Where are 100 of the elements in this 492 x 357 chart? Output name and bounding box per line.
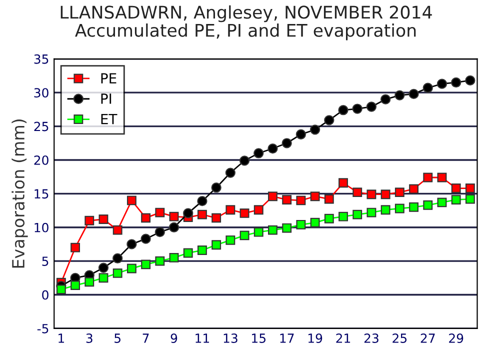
point <box>112 225 122 235</box>
point <box>183 248 193 258</box>
point <box>141 260 151 270</box>
point <box>437 172 447 182</box>
point <box>211 182 222 193</box>
y-tick-label: 20 <box>34 155 48 165</box>
y-tick-label: -5 <box>37 324 48 334</box>
point <box>394 188 404 198</box>
point <box>282 195 292 204</box>
point <box>394 90 405 100</box>
point <box>126 196 136 206</box>
x-tick-label: 17 <box>280 334 294 343</box>
point <box>282 138 292 148</box>
point <box>408 88 419 100</box>
point <box>112 268 122 278</box>
point <box>141 213 151 223</box>
point <box>422 82 433 93</box>
x-tick-label: 25 <box>392 334 407 343</box>
point <box>84 216 94 226</box>
point <box>254 205 264 215</box>
point <box>226 235 236 245</box>
point <box>352 210 362 220</box>
y-tick-label: 5 <box>42 256 48 266</box>
x-tick-label: 11 <box>196 334 210 343</box>
point <box>268 225 278 235</box>
point <box>465 194 475 204</box>
point <box>155 256 165 266</box>
x-tick-label: 29 <box>449 334 464 343</box>
point <box>168 222 180 232</box>
point <box>465 184 475 194</box>
y-tick-label: 10 <box>34 222 48 232</box>
point <box>380 94 391 104</box>
point <box>225 168 236 178</box>
point <box>183 208 194 218</box>
point <box>338 105 348 116</box>
x-tick-label: 5 <box>114 334 120 343</box>
point <box>98 273 108 283</box>
point <box>70 242 80 252</box>
point <box>140 234 151 244</box>
point <box>366 190 376 200</box>
point <box>324 194 334 204</box>
point <box>98 262 109 273</box>
x-tick-label: 23 <box>364 334 378 343</box>
point <box>254 148 264 158</box>
point <box>394 204 404 214</box>
point <box>324 214 334 224</box>
point <box>226 205 236 215</box>
point <box>154 227 165 238</box>
point <box>296 220 306 230</box>
y-tick-label: 0 <box>42 290 48 300</box>
point <box>409 184 418 194</box>
point <box>169 212 179 222</box>
y-tick-label: 30 <box>34 88 48 98</box>
legend-label: ET <box>101 114 118 124</box>
point <box>380 190 390 200</box>
point <box>282 223 292 233</box>
point <box>70 280 80 290</box>
x-tick-label: 3 <box>86 334 92 343</box>
point <box>338 178 348 188</box>
point <box>212 213 222 223</box>
chart-title: LLANSADWRN, Anglesey, NOVEMBER 2014 Accumulated PE, PI and ET evaporation <box>60 5 432 40</box>
point <box>296 129 306 140</box>
y-tick-label: 25 <box>34 122 48 132</box>
point <box>197 246 207 255</box>
point <box>254 227 264 237</box>
point <box>352 104 362 114</box>
point <box>56 284 66 294</box>
point <box>310 218 320 228</box>
legend-label: PE <box>101 73 116 84</box>
point <box>169 252 179 262</box>
point <box>451 77 462 88</box>
point <box>126 239 137 250</box>
point <box>155 208 165 218</box>
point <box>380 205 390 215</box>
point <box>240 208 250 218</box>
point <box>310 124 320 135</box>
y-tick-label: 15 <box>34 189 48 199</box>
x-tick-label: 1 <box>58 334 64 343</box>
point <box>212 240 222 250</box>
point <box>465 75 476 86</box>
x-tick-label: 7 <box>142 334 149 343</box>
y-axis-title: Evaporation (mm) <box>12 120 28 268</box>
point <box>352 188 362 198</box>
point <box>296 196 306 206</box>
point <box>268 143 278 154</box>
x-tick-label: 13 <box>224 334 238 343</box>
x-tick-label: 19 <box>308 334 322 343</box>
point <box>112 253 123 264</box>
point <box>409 202 418 212</box>
x-tick-label: 27 <box>420 334 435 343</box>
point <box>126 264 136 274</box>
y-tick-label: 35 <box>34 54 48 64</box>
point <box>84 277 94 287</box>
point <box>366 208 376 218</box>
point <box>268 192 278 202</box>
point <box>324 115 334 126</box>
x-tick-label: 21 <box>336 334 350 343</box>
legend-label: PI <box>101 94 112 104</box>
point <box>451 184 461 194</box>
point <box>437 198 447 208</box>
